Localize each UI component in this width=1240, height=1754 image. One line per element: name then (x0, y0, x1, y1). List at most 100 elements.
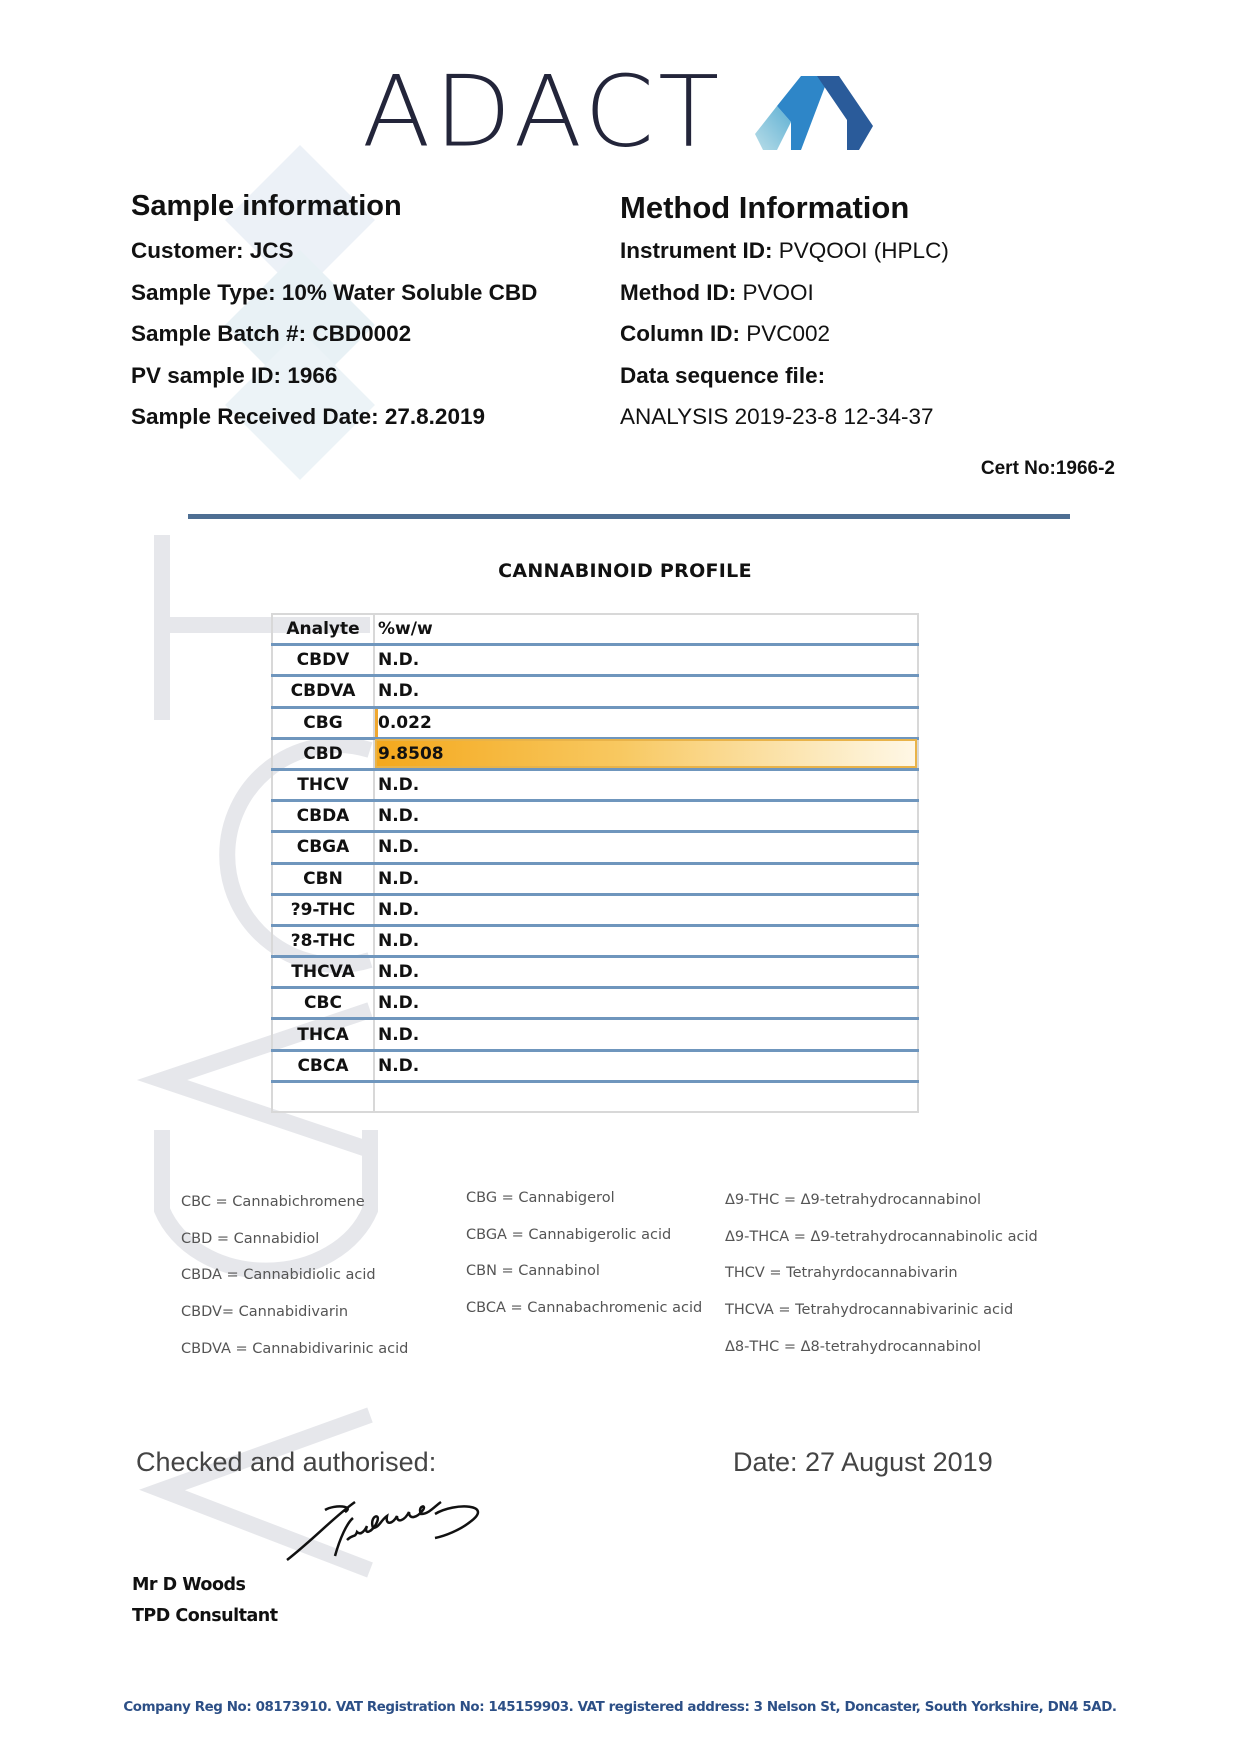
analyte-cell: CBG (272, 707, 375, 740)
sample-type-value: 10% Water Soluble CBD (281, 280, 538, 305)
table-row: THCV N.D. (272, 769, 918, 803)
analyte-cell: CBGA (272, 831, 375, 865)
table-row: CBCA N.D. (272, 1050, 918, 1083)
table-row: CBDVA N.D. (272, 675, 918, 709)
value-cell: N.D. (374, 1018, 918, 1052)
sample-batch-line: Sample Batch #: CBD0002 (131, 321, 411, 347)
legend-item: CBDV= Cannabidivarin (181, 1304, 349, 1321)
data-sequence-label: Data sequence file: (620, 363, 826, 388)
legend-item: Δ8-THC = Δ8-tetrahydrocannabinol (725, 1338, 982, 1355)
table-row: CBC N.D. (272, 987, 918, 1021)
pv-sample-id-value: 1966 (287, 363, 338, 388)
profile-title: CANNABINOID PROFILE (498, 560, 752, 582)
analyte-cell: ?8-THC (272, 925, 375, 959)
data-sequence-file: ANALYSIS 2019-23-8 12-34-37 (620, 404, 934, 429)
value-cell: N.D. (374, 863, 918, 896)
signature (286, 1500, 480, 1561)
analyte-cell: CBCA (272, 1050, 375, 1083)
customer-line: Customer: JCS (131, 238, 294, 264)
table-row: THCA N.D. (272, 1018, 918, 1052)
table-row: THCVA N.D. (272, 956, 918, 990)
signatory-name: Mr D Woods (132, 1575, 246, 1595)
checked-authorised-label: Checked and authorised: (136, 1447, 437, 1477)
divider-rule (188, 514, 1070, 519)
legend-item: CBDVA = Cannabidivarinic acid (181, 1340, 409, 1357)
customer-value: JCS (249, 238, 294, 263)
received-date-line: Sample Received Date: 27.8.2019 (131, 404, 485, 430)
method-id-label: Method ID: (620, 280, 737, 305)
column-id-line: Column ID: PVC002 (620, 321, 830, 347)
table-row: CBN N.D. (272, 863, 918, 896)
table-header-row: Analyte %w/w (272, 614, 918, 647)
value-cell: N.D. (374, 956, 918, 990)
logo-wordmark: ADACT (362, 54, 724, 169)
received-date-value: 27.8.2019 (384, 404, 485, 429)
value-cell: N.D. (374, 800, 918, 834)
customer-label: Customer: (131, 238, 244, 263)
legend-item: CBD = Cannabidiol (181, 1230, 320, 1247)
legend-item: CBC = Cannabichromene (181, 1194, 365, 1210)
legend-item: CBN = Cannabinol (466, 1263, 600, 1280)
legend-item: THCVA = Tetrahydrocannabivarinic acid (725, 1302, 1014, 1319)
analyte-cell: CBDVA (272, 675, 375, 709)
table-row: ?9-THC N.D. (272, 894, 918, 927)
analyte-cell: CBN (272, 863, 375, 896)
analyte-cell: THCVA (272, 956, 375, 990)
legend-item: Δ9-THC = Δ9-tetrahydrocannabinol (725, 1192, 982, 1208)
received-date-label: Sample Received Date: (131, 404, 379, 429)
signatory-role: TPD Consultant (132, 1606, 278, 1626)
signoff-date: Date: 27 August 2019 (733, 1447, 993, 1477)
data-sequence-line: Data sequence file: (620, 363, 825, 389)
header-wtpct: %w/w (374, 614, 918, 647)
analyte-cell: CBC (272, 987, 375, 1021)
value-cell: N.D. (374, 831, 918, 865)
instrument-id-value: PVQOOI (HPLC) (778, 238, 949, 263)
value-cell: 0.022 (374, 707, 918, 740)
legend-item: THCV = Tetrahyrdocannabivarin (725, 1265, 958, 1282)
value-cell: 9.8508 (374, 738, 918, 771)
value-cell: N.D. (374, 925, 918, 959)
sample-batch-label: Sample Batch #: (131, 321, 307, 346)
pv-sample-id-label: PV sample ID: (131, 363, 282, 388)
sample-info-heading: Sample information (131, 190, 402, 222)
pv-sample-id-line: PV sample ID: 1966 (131, 363, 337, 389)
method-id-value: PVOOI (742, 280, 814, 305)
instrument-id-label: Instrument ID: (620, 238, 773, 263)
table-row: CBD 9.8508 (272, 738, 918, 771)
cert-number: Cert No:1966-2 (980, 458, 1115, 479)
analyte-cell: CBDA (272, 800, 375, 834)
table-row: ?8-THC N.D. (272, 925, 918, 959)
sample-type-line: Sample Type: 10% Water Soluble CBD (131, 280, 537, 306)
analyte-cell: THCA (272, 1018, 375, 1052)
value-cell: N.D. (374, 644, 918, 678)
sample-batch-value: CBD0002 (312, 321, 412, 346)
table-empty-row (272, 1081, 918, 1112)
analyte-cell: CBDV (272, 644, 375, 678)
analyte-cell: CBD (272, 738, 375, 771)
analyte-cell: THCV (272, 769, 375, 803)
column-id-value: PVC002 (746, 321, 831, 346)
value-cell: N.D. (374, 769, 918, 803)
table-row: CBDV N.D. (272, 644, 918, 678)
column-id-label: Column ID: (620, 321, 740, 346)
watermark-diamonds (225, 145, 375, 480)
cannabinoid-profile-table: Analyte %w/w CBDV N.D. CBDVA N.D. CBG 0.022 CB… (271, 613, 919, 1113)
legend-item: CBG = Cannabigerol (466, 1190, 615, 1206)
watermark-letters (136, 535, 378, 1578)
legend-item: CBDA = Cannabidiolic acid (181, 1267, 376, 1284)
instrument-id-line: Instrument ID: PVQOOI (HPLC) (620, 238, 949, 264)
logo-mark-icon (755, 76, 873, 150)
legend-item: CBCA = Cannabachromenic acid (466, 1300, 703, 1317)
value-cell: N.D. (374, 675, 918, 709)
table-row: CBGA N.D. (272, 831, 918, 865)
value-cell: N.D. (374, 987, 918, 1021)
company-footer: Company Reg No: 08173910. VAT Registrati… (123, 1700, 1117, 1715)
value-cell: N.D. (374, 894, 918, 927)
table-row: CBG 0.022 (272, 707, 918, 740)
sample-type-label: Sample Type: (131, 280, 276, 305)
method-id-line: Method ID: PVOOI (620, 280, 814, 306)
header-analyte: Analyte (272, 614, 375, 647)
value-cell: N.D. (374, 1050, 918, 1083)
legend-item: CBGA = Cannabigerolic acid (466, 1226, 672, 1243)
